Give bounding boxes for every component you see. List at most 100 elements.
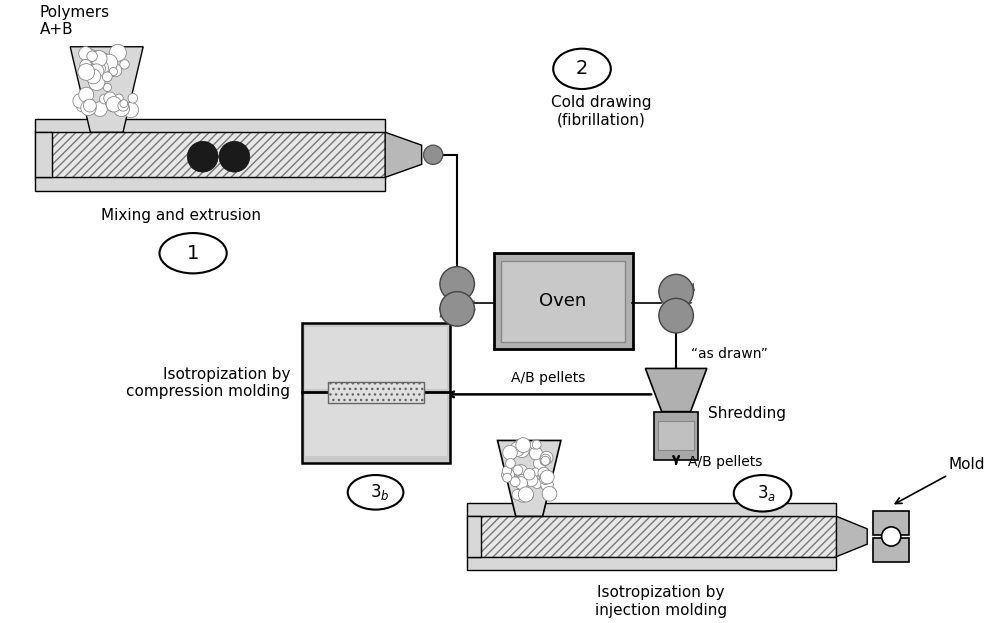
Circle shape [219,141,250,172]
Circle shape [539,472,551,485]
Circle shape [541,456,550,465]
Circle shape [83,64,96,77]
Circle shape [524,442,534,452]
Bar [873,511,909,535]
Circle shape [107,57,117,65]
Circle shape [120,60,129,69]
Circle shape [503,445,517,460]
Text: Isotropization by
injection molding: Isotropization by injection molding [595,586,727,618]
Circle shape [76,97,90,111]
Text: $3_a$: $3_a$ [757,483,776,503]
Circle shape [89,50,103,65]
Circle shape [89,74,105,90]
Circle shape [187,141,218,172]
Bar [494,253,633,350]
Text: Isotropization by
compression molding: Isotropization by compression molding [126,367,290,399]
Bar [501,261,625,341]
Circle shape [108,99,120,112]
Circle shape [78,64,95,80]
Circle shape [659,298,693,333]
Circle shape [540,451,553,464]
Text: Mixing and extrusion: Mixing and extrusion [101,208,261,223]
Circle shape [440,292,474,326]
Circle shape [532,440,541,449]
Circle shape [103,83,112,92]
Polygon shape [498,440,561,516]
Circle shape [543,472,553,482]
Bar [305,327,447,389]
Circle shape [506,459,515,468]
Circle shape [123,102,139,118]
Circle shape [77,102,87,112]
Text: Shredding: Shredding [708,406,786,421]
Text: A/B pellets: A/B pellets [511,371,586,385]
Circle shape [524,491,533,500]
Circle shape [533,457,546,470]
Polygon shape [645,368,707,412]
Circle shape [85,49,96,60]
Circle shape [541,478,553,491]
Circle shape [518,487,533,502]
Circle shape [73,93,87,108]
Text: Polymers
A+B: Polymers A+B [39,5,110,37]
Circle shape [109,67,117,76]
Circle shape [542,487,557,501]
Circle shape [109,44,126,61]
Circle shape [89,64,104,78]
Polygon shape [70,47,143,132]
Bar [35,132,52,178]
Ellipse shape [348,475,403,510]
Circle shape [87,51,97,62]
Circle shape [538,467,550,479]
Circle shape [882,527,901,546]
Circle shape [115,94,123,102]
Bar [328,382,424,403]
Circle shape [512,490,523,500]
Circle shape [113,100,130,117]
Circle shape [424,145,443,164]
Bar [302,323,450,462]
Circle shape [524,468,535,480]
Circle shape [440,267,474,302]
Bar [35,119,385,132]
Circle shape [86,69,101,84]
Circle shape [104,92,116,105]
Circle shape [102,72,112,82]
Circle shape [529,447,542,460]
Text: Oven: Oven [539,292,586,310]
Bar [305,394,447,456]
Polygon shape [385,132,422,178]
Circle shape [531,468,540,476]
Circle shape [513,440,525,452]
Circle shape [97,53,110,65]
Circle shape [540,454,551,465]
Ellipse shape [553,49,611,89]
Bar [467,516,836,557]
Circle shape [128,93,138,103]
Text: “as drawn”: “as drawn” [691,347,767,361]
Circle shape [512,477,521,486]
Text: $3_b$: $3_b$ [370,482,389,502]
Circle shape [510,442,525,457]
Circle shape [516,438,531,452]
Circle shape [93,102,107,117]
Circle shape [109,64,122,77]
Circle shape [659,274,693,309]
Bar [35,178,385,191]
Circle shape [106,97,122,112]
Circle shape [540,470,554,484]
Circle shape [510,477,520,487]
Circle shape [515,477,527,489]
Circle shape [79,47,92,60]
Bar [35,130,385,179]
Text: 2: 2 [576,59,588,78]
Circle shape [101,54,118,71]
Circle shape [83,99,96,112]
Circle shape [520,488,528,497]
Circle shape [91,50,107,67]
Circle shape [79,87,94,102]
Circle shape [530,440,538,449]
Circle shape [515,475,530,489]
Circle shape [81,100,96,115]
Ellipse shape [734,475,791,511]
